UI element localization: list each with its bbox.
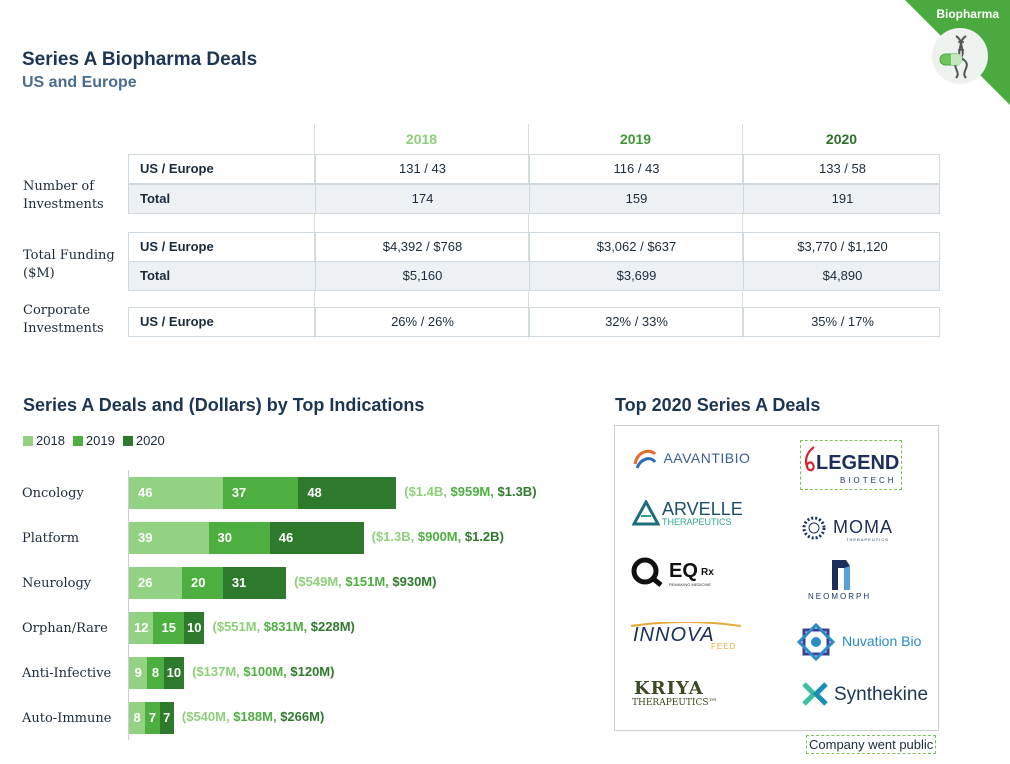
row-label: Total [140, 268, 171, 283]
legend-item-2018: 2018 [23, 433, 65, 448]
table-cell: 159 [625, 191, 648, 206]
table-cell: $3,699 [616, 268, 657, 283]
dollar-label: ($1.3B, $900M, $1.2B) [371, 529, 504, 544]
synthekine-x-icon [802, 682, 828, 706]
category-label: Anti-Infective [22, 666, 112, 681]
category-label: Auto-Immune [22, 711, 112, 726]
bar-segment: 46 [269, 522, 364, 554]
deals-title: Top 2020 Series A Deals [615, 395, 821, 415]
bar-segment: 46 [129, 477, 223, 509]
public-note: Company went public [806, 735, 937, 754]
page-title: Series A Biopharma Deals [22, 49, 258, 70]
dollar-label: ($540M, $188M, $266M) [181, 709, 325, 724]
innova-arc-icon [631, 622, 741, 627]
table-row: US / Europe 131 / 43 116 / 43 133 / 58 [128, 154, 940, 184]
table-row: US / Europe 26% / 26% 32% / 33% 35% / 17… [128, 307, 940, 337]
arvelle-triangle-icon [632, 500, 660, 526]
logo-legend-biotech: LEGEND BIOTECH [800, 440, 902, 490]
group-label-funding: Total Funding ($M) [23, 248, 115, 281]
legend-six-icon [804, 446, 815, 472]
table-cell: $5,160 [402, 268, 443, 283]
bar-segment: 8 [147, 657, 164, 689]
bar-segment: 7 [145, 702, 160, 734]
row-label: US / Europe [140, 239, 214, 254]
legend-item-2020: 2020 [122, 433, 165, 448]
category-label: Neurology [22, 576, 92, 591]
table-row: US / Europe $4,392 / $768 $3,062 / $637 … [128, 232, 940, 262]
dollar-label: ($549M, $151M, $930M) [294, 574, 437, 589]
table-row: Total 174 159 191 [128, 184, 940, 214]
bar-segment: 9 [129, 657, 148, 689]
badge-circle [932, 28, 988, 84]
year-header-2020: 2020 [825, 131, 858, 147]
nuvation-pattern-icon [796, 622, 836, 662]
table-cell: 131 / 43 [399, 161, 446, 176]
aavanti-swirl-icon [633, 449, 657, 469]
group-label-investments: Number of Investments [23, 179, 104, 212]
category-label: Platform [22, 531, 80, 546]
badge-label: Biopharma [936, 7, 999, 21]
logo-aavantibio: AAVANTIBIO [631, 444, 750, 472]
bar-segment: 30 [208, 522, 270, 554]
row-label: US / Europe [140, 314, 214, 329]
table-cell: 174 [411, 191, 434, 206]
moma-starburst-icon [802, 516, 826, 540]
group-label-corporate: Corporate Investments [23, 303, 104, 336]
table-cell: 35% / 17% [811, 314, 874, 329]
legend-item-2019: 2019 [72, 433, 115, 448]
table-cell: $3,770 / $1,120 [797, 239, 888, 254]
table-cell: 191 [831, 191, 854, 206]
row-label: Total [140, 191, 171, 206]
bar-segment: 7 [159, 702, 174, 734]
bar-segment: 10 [163, 657, 185, 689]
chart-legend: 2018 2019 2020 [23, 433, 165, 448]
neomorph-mark-icon [832, 560, 850, 590]
dollar-label: ($551M, $831M, $228M) [212, 619, 355, 634]
bar-segment: 37 [222, 477, 299, 509]
chart-title: Series A Deals and (Dollars) by Top Indi… [23, 395, 425, 415]
category-label: Oncology [22, 486, 84, 501]
table-cell: 26% / 26% [391, 314, 454, 329]
eqrx-q-icon [631, 557, 663, 587]
deals-logo-grid [614, 425, 939, 731]
bar-segment: 12 [129, 612, 154, 644]
table-divider [528, 124, 529, 338]
dollar-label: ($137M, $100M, $120M) [192, 664, 335, 679]
bar-segment: 39 [129, 522, 209, 554]
bar-segment: 31 [222, 567, 287, 599]
bar-segment: 20 [182, 567, 223, 599]
row-label: US / Europe [140, 161, 214, 176]
category-label: Orphan/Rare [22, 621, 108, 636]
table-cell: 116 / 43 [613, 161, 660, 176]
year-header-2019: 2019 [619, 131, 652, 147]
table-row: Total $5,160 $3,699 $4,890 [128, 261, 940, 291]
table-cell: $4,392 / $768 [382, 239, 463, 254]
bar-segment: 8 [129, 702, 146, 734]
dna-pill-icon [939, 35, 968, 79]
dollar-label: ($1.4B, $959M, $1.3B) [404, 484, 537, 499]
year-header-2018: 2018 [405, 131, 438, 147]
table-divider [314, 124, 315, 338]
chart-axis [128, 470, 129, 740]
table-cell: 133 / 58 [819, 161, 866, 176]
table-cell: $4,890 [822, 268, 863, 283]
page-subtitle: US and Europe [22, 74, 137, 91]
table-cell: 32% / 33% [605, 314, 668, 329]
bar-segment: 10 [184, 612, 205, 644]
table-divider [742, 124, 743, 338]
biopharma-badge: Biopharma [905, 0, 1010, 105]
table-cell: $3,062 / $637 [596, 239, 677, 254]
bar-segment: 26 [129, 567, 183, 599]
bar-segment: 15 [153, 612, 185, 644]
bar-segment: 48 [298, 477, 397, 509]
